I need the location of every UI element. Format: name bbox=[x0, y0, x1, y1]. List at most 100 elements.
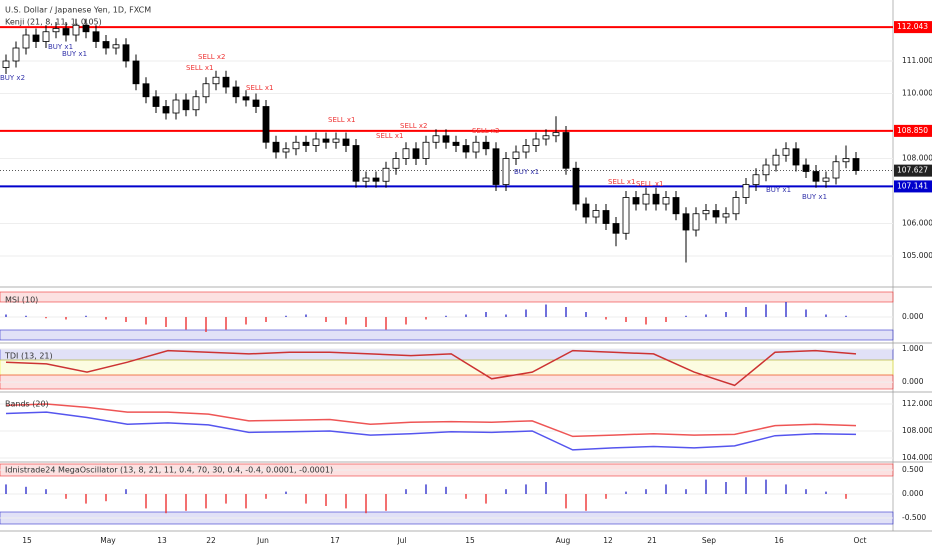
level-label-bg bbox=[894, 164, 932, 177]
signal-label: SELL x2 bbox=[472, 127, 500, 135]
y-tick-label: 106.000 bbox=[902, 219, 932, 228]
signal-label: BUY x1 bbox=[514, 168, 539, 176]
candle-body bbox=[292, 141, 300, 150]
indicator-title: Kenji (21, 8, 11, 1, 0.05) bbox=[5, 18, 102, 27]
upper-band bbox=[5, 403, 857, 438]
candle-body bbox=[782, 148, 790, 156]
y-tick-label: 111.000 bbox=[902, 56, 932, 65]
candle-body bbox=[352, 145, 360, 182]
candle-body bbox=[472, 141, 480, 153]
candle-body bbox=[442, 135, 450, 143]
candle-body bbox=[462, 145, 470, 153]
panel-title: Bands (20) bbox=[5, 400, 49, 409]
candle-body bbox=[692, 213, 700, 231]
candle-body bbox=[592, 210, 600, 218]
x-tick-label: 15 bbox=[22, 536, 32, 545]
x-tick-label: Jul bbox=[396, 536, 406, 545]
candle-body bbox=[322, 138, 330, 143]
x-tick-label: 13 bbox=[157, 536, 167, 545]
candle-body bbox=[12, 47, 20, 62]
candle-body bbox=[172, 99, 180, 114]
candle-body bbox=[232, 86, 240, 98]
candle-body bbox=[272, 141, 280, 153]
candle-body bbox=[122, 44, 130, 62]
candle-body bbox=[522, 145, 530, 153]
signal-label: BUY x2 bbox=[0, 74, 25, 82]
candle-body bbox=[562, 132, 570, 169]
level-label: 107.627 bbox=[897, 166, 928, 175]
signal-label: BUY x1 bbox=[62, 50, 87, 58]
candle-body bbox=[22, 34, 30, 49]
candle-body bbox=[752, 174, 760, 185]
signal-label: SELL x1 bbox=[376, 132, 404, 140]
x-tick-label: 12 bbox=[603, 536, 613, 545]
candle-body bbox=[372, 177, 380, 182]
signal-label: BUY x1 bbox=[48, 43, 73, 51]
candle-body bbox=[602, 210, 610, 224]
candle-body bbox=[222, 76, 230, 88]
candle-body bbox=[62, 28, 70, 36]
candle-body bbox=[722, 213, 730, 218]
panel-title: MSI (10) bbox=[5, 296, 38, 305]
candle-body bbox=[552, 132, 560, 137]
candle-body bbox=[392, 158, 400, 169]
y-tick-label: 110.000 bbox=[902, 89, 932, 98]
candle-body bbox=[112, 44, 120, 49]
candle-body bbox=[632, 197, 640, 205]
x-tick-label: Aug bbox=[556, 536, 571, 545]
level-label-bg bbox=[894, 124, 932, 137]
candle-body bbox=[82, 24, 90, 33]
signal-label: SELL x1 bbox=[186, 64, 214, 72]
candle-body bbox=[792, 148, 800, 166]
x-tick-label: 16 bbox=[774, 536, 784, 545]
signal-label: BUY x1 bbox=[802, 193, 827, 201]
candle-body bbox=[662, 197, 670, 205]
signal-label: SELL x2 bbox=[400, 122, 428, 130]
x-tick-label: Jun bbox=[256, 536, 269, 545]
candle-body bbox=[772, 154, 780, 166]
signal-label: SELL x1 bbox=[636, 180, 664, 188]
candle-body bbox=[52, 28, 60, 33]
candle-body bbox=[712, 210, 720, 218]
candle-body bbox=[842, 158, 850, 163]
candle-body bbox=[32, 34, 40, 42]
candle-body bbox=[452, 141, 460, 146]
x-tick-label: Sep bbox=[702, 536, 716, 545]
candle-body bbox=[252, 99, 260, 107]
candle-body bbox=[362, 177, 370, 182]
x-tick-label: 22 bbox=[206, 536, 216, 545]
x-tick-label: Oct bbox=[854, 536, 867, 545]
candle-body bbox=[282, 148, 290, 153]
signal-label: SELL x1 bbox=[608, 178, 636, 186]
candle-body bbox=[822, 177, 830, 182]
lower-band bbox=[5, 411, 857, 451]
x-tick-label: 17 bbox=[330, 536, 340, 545]
candle-body bbox=[742, 184, 750, 198]
candle-body bbox=[702, 210, 710, 215]
candle-body bbox=[582, 203, 590, 218]
y-tick-label: 105.000 bbox=[902, 251, 932, 260]
candle-body bbox=[542, 135, 550, 140]
y-tick-label: 0.000 bbox=[902, 377, 924, 386]
candle-body bbox=[2, 60, 10, 68]
signal-label: SELL x1 bbox=[246, 84, 274, 92]
candle-body bbox=[342, 138, 350, 146]
y-tick-label: -0.500 bbox=[902, 513, 926, 522]
candle-body bbox=[762, 164, 770, 176]
y-tick-label: 0.000 bbox=[902, 489, 924, 498]
candle-body bbox=[652, 193, 660, 205]
candle-body bbox=[642, 193, 650, 205]
candle-body bbox=[42, 31, 50, 42]
signal-label: SELL x1 bbox=[328, 116, 356, 124]
candle-body bbox=[212, 76, 220, 85]
candle-body bbox=[242, 96, 250, 101]
candle-body bbox=[732, 197, 740, 215]
candle-body bbox=[142, 83, 150, 98]
x-tick-label: 21 bbox=[647, 536, 657, 545]
zone bbox=[0, 291, 894, 303]
y-tick-label: 108.000 bbox=[902, 426, 932, 435]
candle-body bbox=[812, 171, 820, 182]
candle-body bbox=[572, 167, 580, 205]
candle-body bbox=[622, 197, 630, 234]
